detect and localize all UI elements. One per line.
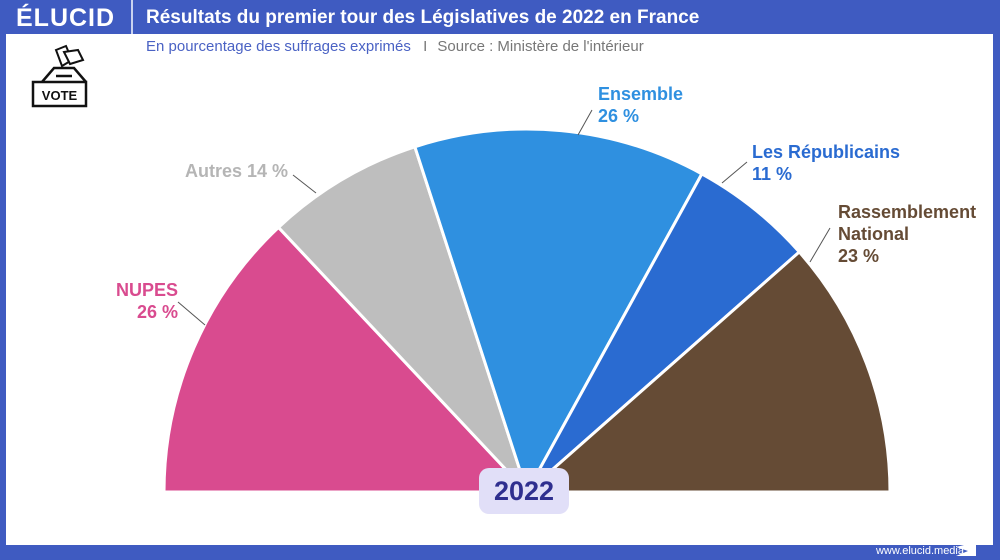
slice-ensemble (412, 127, 704, 496)
ballot-box-icon: VOTE (31, 44, 88, 108)
elucid-logo: ÉLUCID (16, 4, 116, 32)
slice-value-label: 11 % (752, 164, 792, 184)
slice-name-label: NUPES (116, 280, 178, 300)
slice-nupes (162, 225, 531, 494)
subtitle: En pourcentage des suffrages exprimés I … (146, 38, 644, 55)
source-text: Source : Ministère de l'intérieur (437, 38, 644, 55)
slice-rassemblement-national (523, 249, 892, 494)
footer-url[interactable]: www.elucid.media (875, 545, 964, 557)
leader-line (292, 174, 317, 194)
slice-name-label: Autres 14 % (185, 161, 288, 181)
slice-name-label: National (838, 224, 909, 244)
leader-line (177, 301, 206, 326)
page-title: Résultats du premier tour des Législativ… (146, 7, 700, 28)
slice-autres (276, 144, 529, 494)
leader-line (809, 227, 831, 263)
slice-name-label: Ensemble (598, 84, 683, 104)
leader-line (577, 109, 593, 136)
subtitle-separator: I (423, 38, 428, 55)
slice-name-label: Les Républicains (752, 142, 900, 162)
subtitle-text: En pourcentage des suffrages exprimés (146, 38, 411, 55)
leader-line (721, 161, 748, 184)
elucid-flag-icon (956, 542, 976, 556)
slice-value-label: 23 % (838, 246, 879, 266)
slice-value-label: 26 % (598, 106, 639, 126)
vote-label: VOTE (42, 88, 78, 103)
center-year-label: 2022 (479, 468, 569, 514)
slice-value-label: 26 % (137, 302, 178, 322)
header-divider (131, 0, 133, 34)
slice-name-label: Rassemblement (838, 202, 976, 222)
